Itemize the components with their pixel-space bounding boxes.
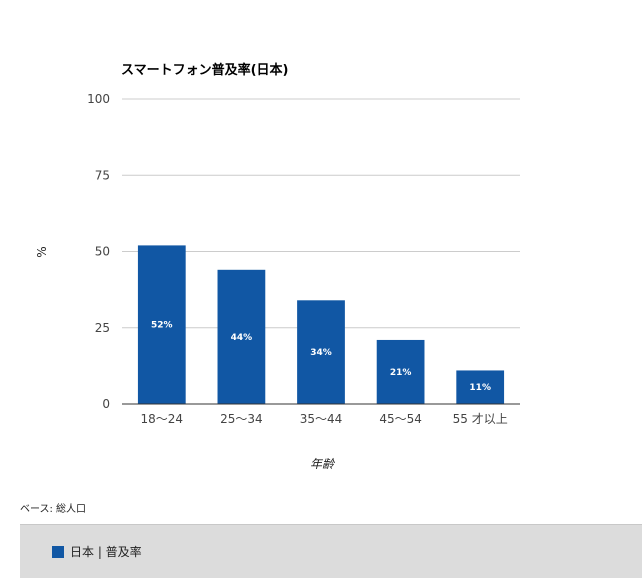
y-tick-label: 50 [95, 245, 110, 259]
bar-value-label: 34% [310, 348, 332, 358]
bar [137, 245, 186, 404]
bars [137, 245, 505, 404]
base-note: ベース: 総人口 [20, 504, 87, 515]
y-tick-label: 25 [95, 321, 110, 335]
x-tick-label: 25～34 [220, 412, 263, 426]
y-tick-label: 100 [87, 92, 110, 106]
y-tick-label: 75 [95, 168, 110, 182]
bar [456, 370, 505, 404]
bar [297, 300, 345, 404]
x-axis-title: 年齢 [310, 457, 336, 471]
bar-value-labels: 52% 44% 34% 21% 11% [151, 321, 491, 394]
legend-item[interactable]: 日本 | 普及率 [52, 543, 142, 560]
bar-value-label: 44% [231, 333, 253, 343]
bar-value-label: 21% [390, 368, 412, 378]
bar [217, 269, 266, 404]
y-axis-ticks: 0 25 50 75 100 [87, 92, 110, 411]
x-tick-label: 55 才以上 [453, 412, 508, 426]
chart-title: スマートフォン普及率(日本) [121, 62, 289, 78]
bar [376, 339, 425, 404]
legend-swatch [52, 545, 64, 558]
x-axis-ticks: 18～24 25～34 35～44 45～54 55 才以上 [141, 412, 508, 426]
y-tick-label: 0 [102, 397, 110, 411]
legend-label: 日本 | 普及率 [70, 545, 142, 559]
y-axis-title: % [35, 246, 49, 257]
bar-value-label: 52% [151, 321, 173, 331]
x-tick-label: 45～54 [379, 412, 422, 426]
bar-value-label: 11% [469, 383, 491, 393]
x-tick-label: 18～24 [141, 412, 184, 426]
x-tick-label: 35～44 [300, 412, 343, 426]
legend-panel: 日本 | 普及率 [20, 524, 642, 578]
